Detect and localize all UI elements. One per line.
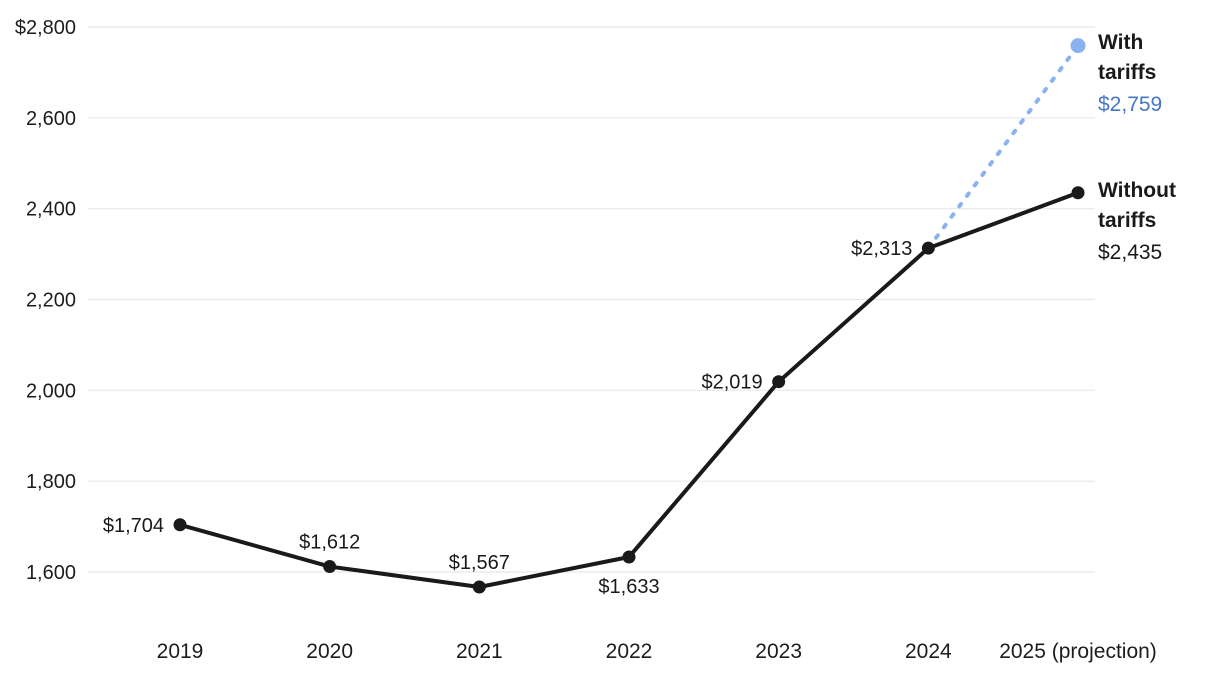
data-point-label: $2,313 <box>851 238 912 260</box>
series-label-without-tariffs: Without tariffs $2,435 <box>1098 176 1176 268</box>
series-line-with-tariffs <box>926 43 1080 251</box>
series-lines <box>178 43 1080 589</box>
data-point-label: $1,567 <box>449 552 510 574</box>
y-tick-label: 1,800 <box>26 471 76 493</box>
x-tick-label: 2021 <box>456 640 503 663</box>
data-point-label: $1,704 <box>103 515 164 537</box>
data-point <box>323 560 337 574</box>
series-value-without-tariffs: $2,435 <box>1098 241 1163 264</box>
data-point-label: $1,633 <box>598 576 659 598</box>
data-point <box>173 518 187 532</box>
data-point <box>1071 186 1085 200</box>
series-name-line2: tariffs <box>1098 61 1157 84</box>
y-axis-labels: $2,800 2,600 2,400 2,200 2,000 1,800 1,600 <box>15 17 76 584</box>
data-point-label: $1,612 <box>299 532 360 554</box>
x-tick-label: 2025 (projection) <box>999 640 1157 663</box>
y-tick-label: $2,800 <box>15 17 76 39</box>
y-tick-label: 2,600 <box>26 108 76 130</box>
data-point-with-tariffs-end <box>1070 38 1086 54</box>
x-tick-label: 2020 <box>306 640 353 663</box>
data-point <box>921 241 935 255</box>
y-tick-label: 1,600 <box>26 562 76 584</box>
data-point-labels: $1,704 $1,612 $1,567 $1,633 $2,019 $2,313 <box>103 238 913 598</box>
series-value-with-tariffs: $2,759 <box>1098 93 1163 116</box>
data-point <box>772 375 786 389</box>
y-tick-label: 2,400 <box>26 199 76 221</box>
x-tick-label: 2023 <box>755 640 802 663</box>
y-tick-label: 2,000 <box>26 380 76 402</box>
data-point <box>472 580 486 594</box>
series-name-with-tariffs: With tariffs <box>1098 28 1162 88</box>
x-tick-label: 2019 <box>157 640 204 663</box>
data-point <box>622 550 636 564</box>
series-name-line1: With <box>1098 31 1144 54</box>
y-gridlines <box>88 26 1095 573</box>
series-name-line1: Without <box>1098 179 1176 202</box>
x-tick-label: 2022 <box>606 640 653 663</box>
data-point-label: $2,019 <box>701 372 762 394</box>
y-tick-label: 2,200 <box>26 290 76 312</box>
series-label-with-tariffs: With tariffs $2,759 <box>1098 28 1162 120</box>
series-name-without-tariffs: Without tariffs <box>1098 176 1176 236</box>
x-axis-labels: 2019 2020 2021 2022 2023 2024 2025 (projection… <box>157 640 1157 663</box>
x-tick-label: 2024 <box>905 640 952 663</box>
series-name-line2: tariffs <box>1098 209 1157 232</box>
data-points <box>173 38 1086 594</box>
